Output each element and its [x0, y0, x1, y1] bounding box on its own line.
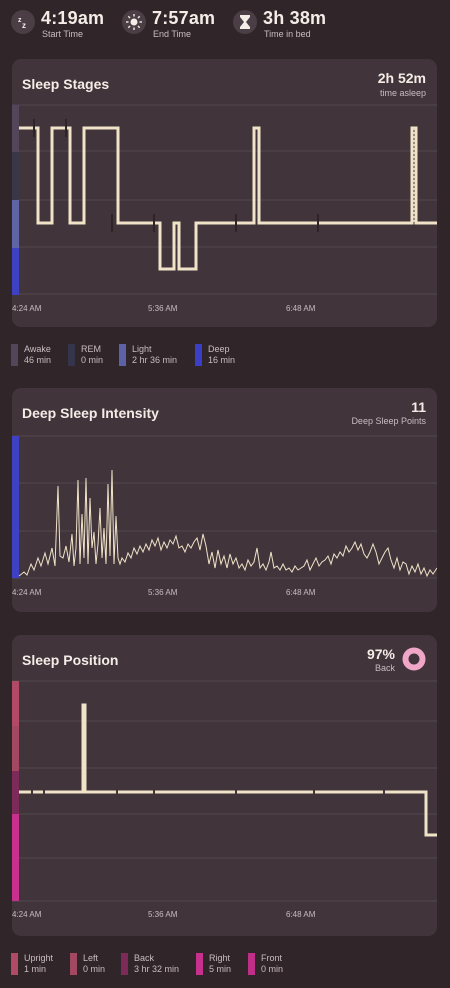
time-in-bed-stat: 3h 38m Time in bed: [233, 8, 326, 40]
stages-x-tick-1: 4:24 AM: [12, 304, 42, 313]
position-ring-icon: [402, 647, 426, 671]
sleep-position-title: Sleep Position: [22, 652, 119, 668]
legend-light: Light 2 hr 36 min: [119, 344, 177, 366]
stage-band-deep: [12, 248, 19, 295]
sleep-stages-legend: Awake 46 min REM 0 min Light 2 hr 36 min De…: [0, 344, 450, 370]
sleep-position-card[interactable]: Sleep Position 97% Back 4:24 AM 5:36 AM …: [12, 635, 437, 936]
deep-sleep-intensity-card[interactable]: Deep Sleep Intensity 11 Deep Sleep Point…: [12, 388, 437, 612]
stage-band-awake: [12, 105, 19, 152]
position-band-upright: [12, 681, 19, 726]
position-x-tick-2: 5:36 AM: [148, 910, 178, 919]
legend-front: Front 0 min: [248, 953, 283, 975]
start-time-value: 4:19am: [41, 8, 105, 28]
legend-right: Right 5 min: [196, 953, 231, 975]
time-in-bed-value: 3h 38m: [263, 8, 327, 28]
hourglass-icon: [233, 10, 257, 34]
deep-sleep-points-label: Deep Sleep Points: [351, 416, 426, 426]
time-in-bed-label: Time in bed: [264, 29, 311, 39]
position-x-tick-3: 6:48 AM: [286, 910, 316, 919]
deep-sleep-intensity-line: [18, 469, 437, 578]
legend-back: Back 3 hr 32 min: [121, 953, 179, 975]
position-band-back: [12, 771, 19, 814]
deep-sleep-intensity-title: Deep Sleep Intensity: [22, 405, 159, 421]
sun-icon: [122, 10, 146, 34]
time-asleep-value: 2h 52m: [377, 70, 426, 86]
legend-rem: REM 0 min: [68, 344, 103, 366]
sleep-stages-card[interactable]: Sleep Stages 2h 52m time asleep 4:24 AM …: [12, 59, 437, 327]
intensity-x-tick-2: 5:36 AM: [148, 588, 178, 597]
intensity-band: [12, 436, 19, 578]
stage-band-rem: [12, 152, 19, 200]
sleep-position-chart: 4:24 AM 5:36 AM 6:48 AM: [12, 680, 437, 919]
intensity-x-tick-3: 6:48 AM: [286, 588, 316, 597]
back-percentage-value: 97%: [366, 646, 395, 662]
intensity-x-tick-1: 4:24 AM: [12, 588, 42, 597]
legend-awake: Awake 46 min: [11, 344, 51, 366]
legend-upright: Upright 1 min: [11, 953, 53, 975]
stage-band-light: [12, 200, 19, 248]
position-x-tick-1: 4:24 AM: [12, 910, 42, 919]
deep-sleep-points-value: 11: [411, 399, 426, 415]
stages-x-tick-2: 5:36 AM: [148, 304, 178, 313]
svg-text:z: z: [22, 21, 26, 30]
sleep-stages-title: Sleep Stages: [22, 76, 110, 92]
legend-deep: Deep 16 min: [195, 344, 235, 366]
sleep-position-line: [19, 703, 437, 837]
svg-text:z: z: [18, 17, 22, 24]
back-percentage-label: Back: [374, 663, 395, 673]
end-time-value: 7:57am: [152, 8, 216, 28]
sleep-position-legend: Upright 1 min Left 0 min Back 3 hr 32 min R…: [0, 953, 450, 979]
legend-left: Left 0 min: [70, 953, 105, 975]
time-asleep-label: time asleep: [379, 88, 426, 98]
end-time-label: End Time: [153, 29, 192, 39]
start-time-label: Start Time: [42, 29, 84, 39]
sleep-stages-line: [19, 126, 437, 271]
sleep-stages-chart: 4:24 AM 5:36 AM 6:48 AM: [12, 104, 437, 313]
stages-x-tick-3: 6:48 AM: [286, 304, 316, 313]
deep-sleep-intensity-chart: 4:24 AM 5:36 AM 6:48 AM: [12, 435, 437, 597]
position-band-left: [12, 726, 19, 771]
position-band-right: [12, 814, 19, 901]
end-time-stat: 7:57am End Time: [122, 8, 215, 40]
